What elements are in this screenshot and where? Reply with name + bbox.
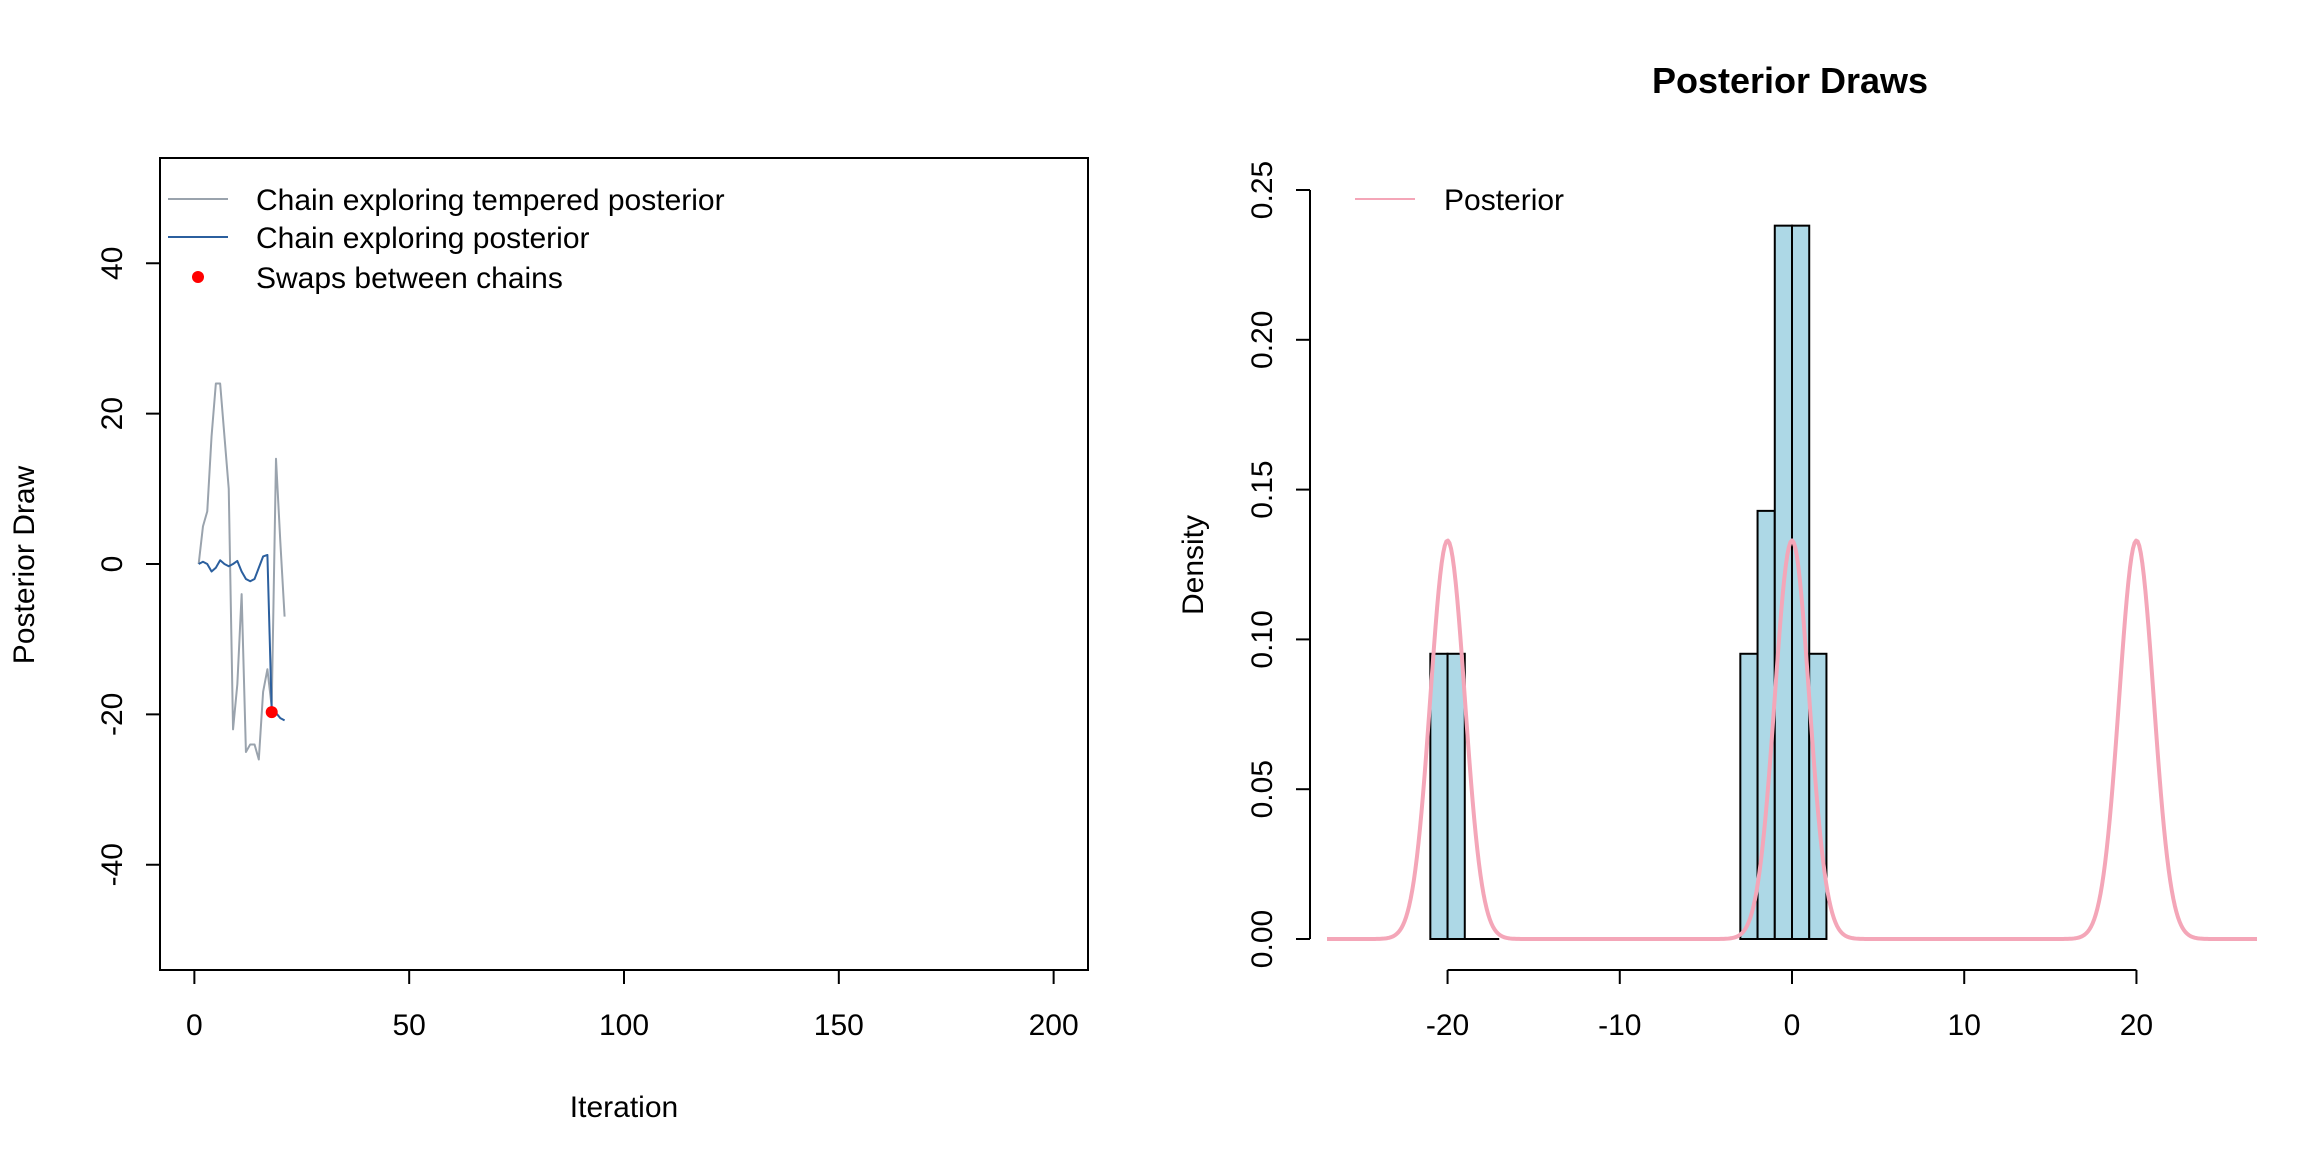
histogram-y-tick-label: 0.00 — [1246, 910, 1279, 968]
posterior-density-curve — [1326, 538, 2258, 941]
trace-y-axis-title: Posterior Draw — [8, 465, 41, 664]
trace-x-tick-label: 100 — [599, 1009, 649, 1042]
histogram-bar — [1429, 652, 1449, 941]
histogram-title: Posterior Draws — [1652, 60, 1928, 101]
histogram-y-tick-label: 0.10 — [1246, 610, 1279, 668]
histogram-y-tick-label: 0.25 — [1246, 161, 1279, 219]
trace-y-tick-label: -20 — [96, 693, 129, 736]
trace-y-tick-label: 20 — [96, 397, 129, 430]
histogram-legend: Posterior — [1355, 184, 1564, 217]
trace-x-tick-label: 50 — [392, 1009, 425, 1042]
trace-x-tick-label: 200 — [1029, 1009, 1079, 1042]
trace-y-tick-label: 0 — [96, 556, 129, 573]
histogram-y-tick-label: 0.05 — [1246, 760, 1279, 818]
legend-key-swaps — [192, 271, 204, 283]
trace-y-tick-label: 40 — [96, 247, 129, 280]
histogram-x-tick-label: 0 — [1784, 1009, 1801, 1042]
histogram-y-axis-title: Density — [1177, 515, 1210, 615]
posterior-chain-line — [198, 553, 286, 722]
trace-y-tick-label: -40 — [96, 843, 129, 886]
trace-plot: 0 50 100 150 200 -40 -20 0 20 40 Chain exploring … — [8, 157, 1089, 1124]
legend-label-posterior: Chain exploring posterior — [256, 222, 590, 255]
histogram-plot: Posterior Draws -20 -10 0 10 20 0.00 0.05 0.10 0… — [1177, 60, 2258, 1042]
histogram-x-tick-label: 20 — [2120, 1009, 2153, 1042]
histogram-x-tick-label: -10 — [1598, 1009, 1641, 1042]
trace-plot-legend: Chain exploring tempered posterior Chain… — [168, 184, 725, 295]
histogram-x-tick-label: 10 — [1948, 1009, 1981, 1042]
legend-label-swaps: Swaps between chains — [256, 262, 563, 295]
legend-label-tempered: Chain exploring tempered posterior — [256, 184, 725, 217]
trace-x-tick-label: 0 — [186, 1009, 203, 1042]
histogram-y-tick-label: 0.20 — [1246, 311, 1279, 369]
trace-x-tick-label: 150 — [814, 1009, 864, 1042]
trace-x-axis-title: Iteration — [570, 1091, 678, 1124]
histogram-x-tick-label: -20 — [1426, 1009, 1469, 1042]
legend-label-density-curve: Posterior — [1444, 184, 1564, 217]
histogram-y-tick-label: 0.15 — [1246, 460, 1279, 518]
swap-point — [265, 706, 278, 719]
histogram-bar — [1446, 652, 1466, 941]
